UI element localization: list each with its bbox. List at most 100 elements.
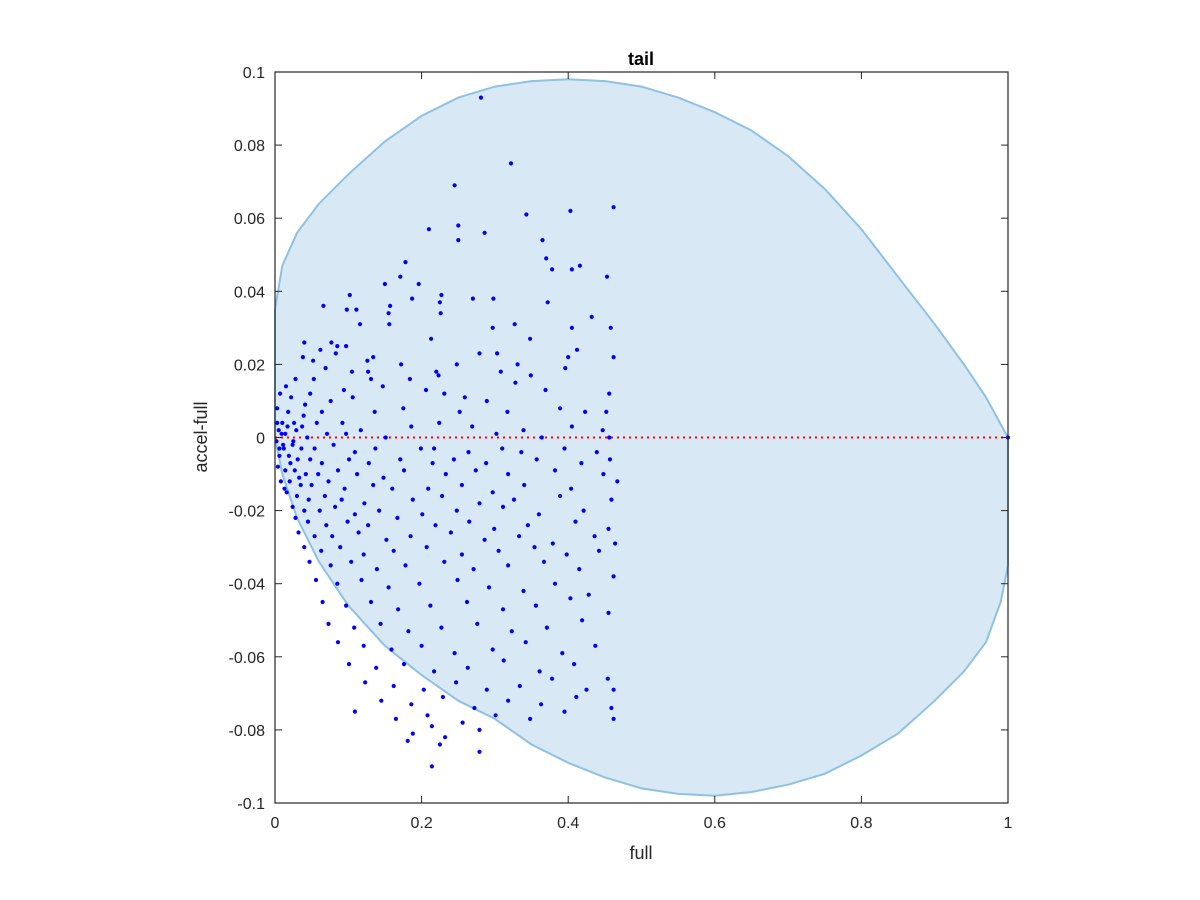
- data-point: [471, 567, 476, 572]
- data-point: [550, 541, 555, 546]
- data-point: [607, 435, 612, 440]
- data-point: [403, 260, 408, 265]
- data-point: [533, 603, 539, 608]
- data-point: [491, 296, 496, 301]
- data-point: [424, 545, 429, 550]
- data-point: [401, 468, 407, 473]
- data-point: [417, 581, 422, 586]
- data-point: [517, 534, 522, 539]
- data-point: [501, 658, 506, 663]
- data-point: [293, 376, 298, 382]
- data-point: [290, 504, 295, 509]
- data-point: [344, 344, 349, 349]
- data-point: [558, 493, 563, 499]
- data-point: [396, 607, 401, 612]
- y-axis-label: accel-full: [191, 401, 211, 472]
- data-point: [552, 581, 558, 586]
- data-point: [552, 468, 558, 473]
- data-point: [305, 435, 310, 440]
- data-point: [388, 303, 393, 308]
- data-point: [381, 475, 386, 480]
- data-point: [579, 461, 584, 466]
- data-point: [454, 680, 459, 685]
- data-point: [283, 468, 288, 473]
- plot-area: [274, 71, 1011, 804]
- data-point: [333, 351, 338, 356]
- data-point: [299, 446, 304, 451]
- data-point: [335, 344, 340, 349]
- data-point: [377, 508, 382, 513]
- data-point: [455, 577, 460, 583]
- data-point: [294, 428, 299, 433]
- data-point: [574, 694, 579, 700]
- data-point: [513, 380, 518, 385]
- data-point: [286, 409, 291, 414]
- data-point: [335, 640, 341, 645]
- data-point: [521, 588, 526, 594]
- data-point: [437, 742, 442, 747]
- data-point: [506, 472, 511, 477]
- data-point: [344, 431, 349, 436]
- data-point: [564, 552, 569, 557]
- data-point: [409, 702, 414, 707]
- data-point: [436, 373, 441, 378]
- data-point: [349, 559, 354, 564]
- data-point: [416, 281, 421, 287]
- data-point: [606, 610, 611, 616]
- data-point: [605, 676, 610, 681]
- y-tick-label: -0.08: [229, 723, 266, 740]
- data-point: [289, 395, 294, 400]
- data-point: [601, 472, 606, 477]
- data-point: [371, 482, 376, 488]
- data-point: [291, 439, 296, 444]
- data-point: [563, 366, 568, 371]
- data-point: [495, 351, 500, 356]
- data-point: [539, 435, 544, 440]
- data-point: [521, 428, 526, 433]
- data-point: [523, 640, 528, 645]
- data-point: [281, 442, 286, 447]
- data-point: [596, 548, 602, 553]
- data-point: [338, 545, 343, 550]
- x-tick-label: 0.6: [704, 815, 726, 832]
- data-point: [432, 669, 437, 674]
- data-point: [352, 512, 357, 517]
- data-point: [454, 362, 459, 367]
- data-point: [305, 519, 311, 524]
- data-point: [326, 479, 331, 484]
- data-point: [500, 607, 506, 612]
- data-point: [611, 355, 616, 360]
- data-point: [569, 424, 575, 429]
- data-point: [347, 292, 352, 298]
- data-point: [477, 727, 482, 733]
- data-point: [330, 534, 335, 539]
- data-point: [284, 490, 289, 495]
- data-point: [374, 567, 379, 572]
- data-point: [532, 545, 537, 550]
- data-point: [282, 486, 287, 491]
- data-point: [541, 559, 547, 564]
- data-point: [584, 687, 589, 692]
- data-point: [540, 238, 545, 243]
- data-point: [361, 552, 366, 557]
- data-point: [500, 446, 505, 451]
- data-point: [528, 373, 533, 378]
- data-point: [581, 508, 586, 513]
- data-point: [366, 461, 371, 466]
- data-point: [608, 325, 613, 330]
- data-point: [306, 497, 311, 502]
- data-point: [484, 461, 489, 466]
- data-point: [335, 581, 340, 586]
- data-point: [294, 493, 300, 499]
- data-point: [477, 749, 482, 754]
- data-point: [440, 493, 445, 499]
- data-point: [486, 585, 492, 590]
- y-tick-label: -0.06: [229, 650, 266, 667]
- data-point: [464, 599, 470, 605]
- data-point: [390, 486, 395, 491]
- data-point: [443, 472, 448, 477]
- data-point: [408, 534, 413, 539]
- data-point: [524, 212, 529, 217]
- data-point: [301, 413, 306, 418]
- data-point: [281, 446, 286, 451]
